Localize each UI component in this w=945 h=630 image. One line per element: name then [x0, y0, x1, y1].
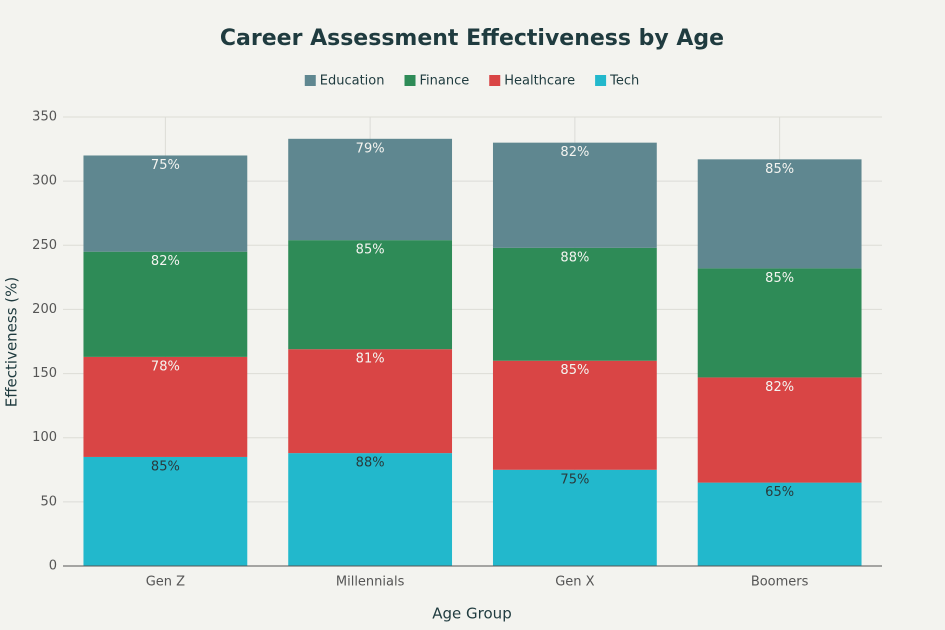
bar-segment: [83, 155, 248, 252]
bar-segment: [492, 247, 657, 361]
y-tick-label: 0: [49, 559, 57, 574]
legend-label: Education: [320, 74, 385, 89]
x-tick-label: Gen X: [555, 575, 594, 590]
legend-swatch: [304, 75, 316, 86]
data-label: 82%: [765, 380, 794, 395]
legend-label: Tech: [609, 74, 639, 89]
data-label: 78%: [151, 359, 180, 374]
bar-segment: [288, 138, 453, 241]
data-label: 85%: [560, 363, 589, 378]
bar-segment: [83, 456, 248, 566]
data-label: 85%: [765, 271, 794, 286]
bar-segment: [83, 356, 248, 457]
bar-segment: [697, 482, 862, 566]
y-axis-title: Effectiveness (%): [3, 277, 21, 408]
data-label: 82%: [151, 254, 180, 269]
bar-segment: [492, 469, 657, 566]
legend-label: Finance: [420, 74, 470, 89]
bar-segment: [288, 349, 453, 454]
bar-segment: [697, 268, 862, 378]
y-tick-label: 350: [32, 110, 57, 125]
y-tick-label: 100: [32, 430, 57, 445]
x-tick-label: Gen Z: [146, 575, 185, 590]
data-label: 81%: [356, 352, 385, 367]
bar-segment: [697, 377, 862, 483]
y-tick-label: 150: [32, 366, 57, 381]
x-tick-label: Millennials: [336, 575, 405, 590]
y-tick-label: 200: [32, 302, 57, 317]
data-label: 85%: [151, 459, 180, 474]
y-tick-label: 50: [40, 494, 57, 509]
data-label: 88%: [356, 456, 385, 471]
bar-segment: [288, 240, 453, 350]
y-tick-label: 250: [32, 238, 57, 253]
legend: Education Finance Healthcare Tech: [304, 74, 639, 89]
bar-segment: [492, 360, 657, 470]
bar-segment: [83, 251, 248, 357]
x-axis-title: Age Group: [432, 605, 511, 623]
bar-segment: [492, 142, 657, 248]
data-label: 75%: [560, 472, 589, 487]
legend-swatch: [404, 75, 416, 86]
data-label: 85%: [765, 162, 794, 177]
y-tick-label: 300: [32, 174, 57, 189]
legend-label: Healthcare: [504, 74, 575, 89]
legend-swatch: [595, 75, 607, 86]
data-label: 82%: [560, 145, 589, 160]
x-tick-label: Boomers: [751, 575, 809, 590]
data-label: 88%: [560, 250, 589, 265]
data-label: 85%: [356, 243, 385, 258]
bar-segment: [697, 159, 862, 269]
bar-segment: [288, 453, 453, 566]
data-label: 65%: [765, 485, 794, 500]
data-label: 75%: [151, 158, 180, 173]
data-label: 79%: [356, 141, 385, 156]
legend-swatch: [489, 75, 501, 86]
chart-title: Career Assessment Effectiveness by Age: [220, 26, 724, 51]
